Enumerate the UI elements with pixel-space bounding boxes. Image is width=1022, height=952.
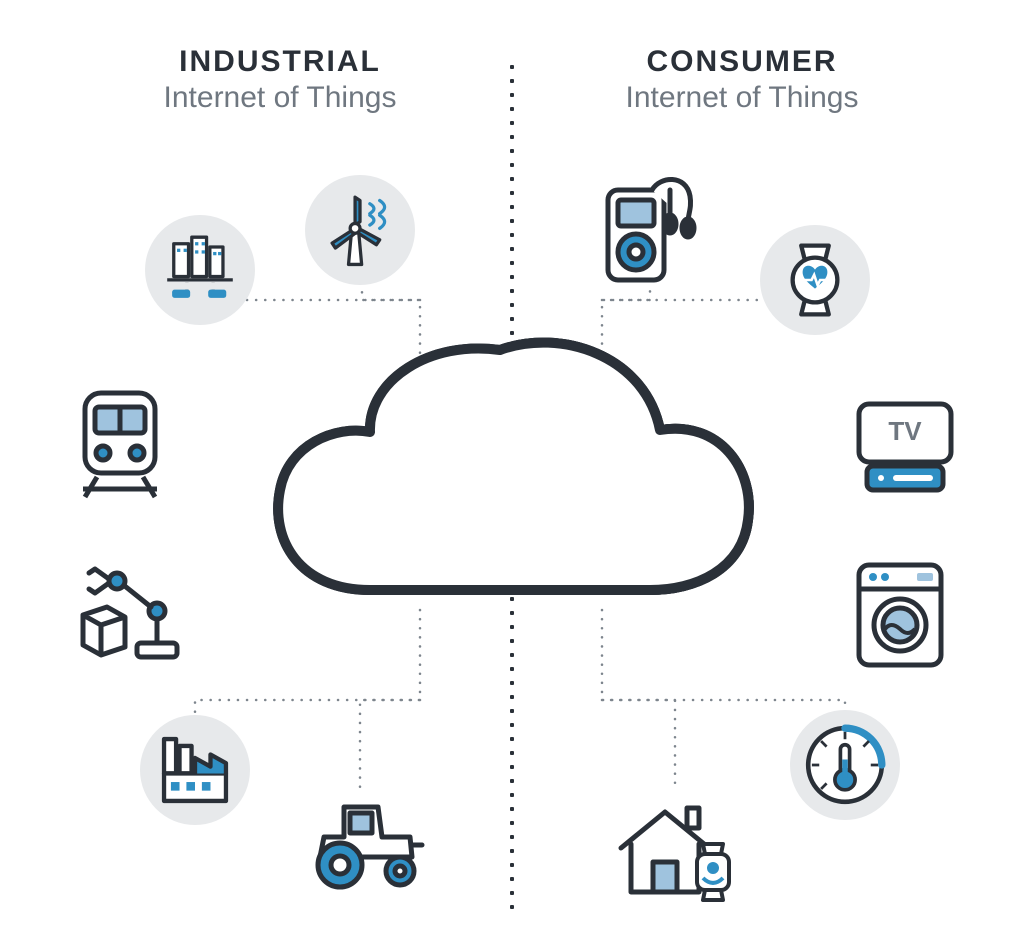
train-icon: [65, 385, 175, 495]
heading-consumer-subtitle: Internet of Things: [542, 81, 942, 115]
factory-icon: [140, 715, 250, 825]
heading-consumer: CONSUMER Internet of Things: [542, 45, 942, 115]
heading-industrial: INDUSTRIAL Internet of Things: [80, 45, 480, 115]
robot-arm-icon: [65, 555, 175, 665]
heading-industrial-title: INDUSTRIAL: [80, 45, 480, 79]
smartwatch-icon: [760, 225, 870, 335]
smart-home-icon: [605, 790, 745, 910]
heading-consumer-title: CONSUMER: [542, 45, 942, 79]
thermostat-icon: [790, 710, 900, 820]
washing-machine-icon: [845, 555, 955, 665]
tractor-icon: [300, 795, 410, 905]
tv-box-icon: TV: [845, 390, 955, 500]
heading-industrial-subtitle: Internet of Things: [80, 81, 480, 115]
mp3-player-icon: [590, 170, 700, 280]
wind-turbine-icon: [305, 175, 415, 285]
city-traffic-icon: [145, 215, 255, 325]
infographic-canvas: INDUSTRIAL Internet of Things CONSUMER I…: [0, 0, 1022, 952]
cloud-icon: [250, 320, 772, 630]
tv-label: TV: [888, 416, 922, 446]
